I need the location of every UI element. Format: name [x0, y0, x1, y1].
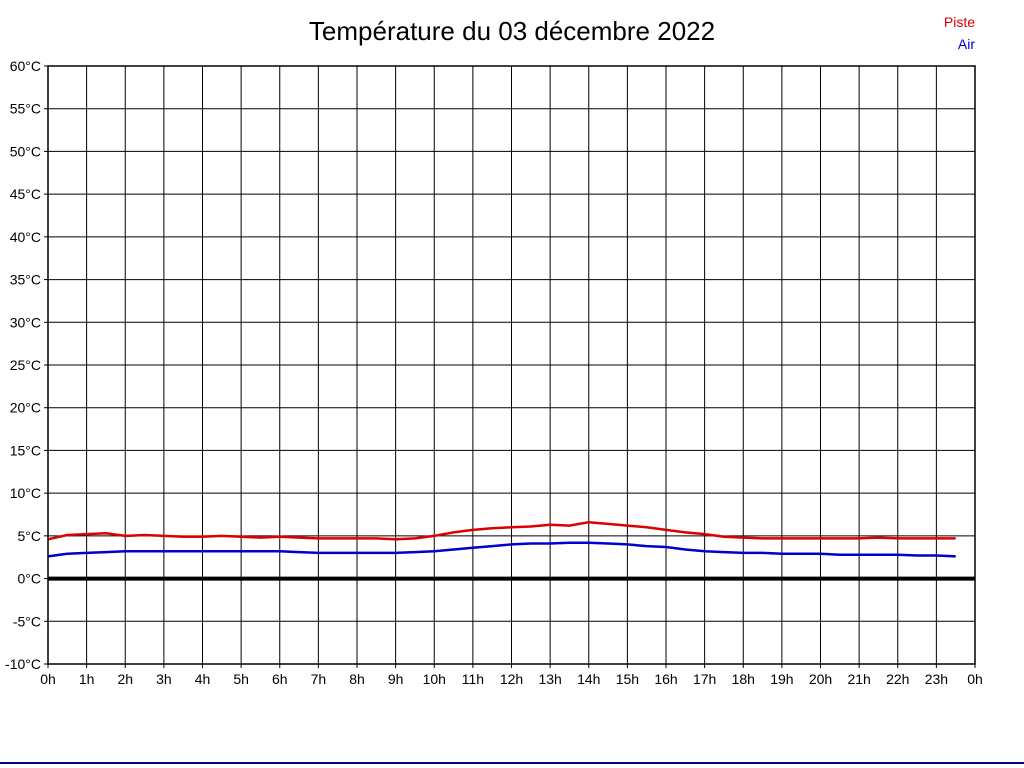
x-tick-label: 7h — [311, 671, 327, 687]
y-tick-label: 10°C — [10, 485, 41, 501]
y-tick-label: -10°C — [5, 656, 41, 672]
x-tick-label: 23h — [925, 671, 948, 687]
y-tick-label: 50°C — [10, 143, 41, 159]
x-tick-label: 19h — [770, 671, 793, 687]
x-tick-label: 0h — [967, 671, 983, 687]
x-tick-label: 13h — [538, 671, 561, 687]
x-tick-label: 14h — [577, 671, 600, 687]
plot-border — [47, 65, 976, 665]
x-tick-label: 18h — [732, 671, 755, 687]
x-tick-label: 21h — [847, 671, 870, 687]
x-tick-label: 22h — [886, 671, 909, 687]
legend-item-piste: Piste — [943, 14, 975, 30]
x-tick-label: 10h — [423, 671, 446, 687]
legend-item-air: Air — [957, 36, 975, 52]
y-tick-label: 15°C — [10, 442, 41, 458]
x-tick-label: 16h — [654, 671, 677, 687]
y-tick-label: 35°C — [10, 272, 41, 288]
x-tick-label: 9h — [388, 671, 404, 687]
y-tick-label: 60°C — [10, 58, 41, 74]
x-tick-label: 11h — [462, 671, 484, 687]
x-tick-label: 0h — [40, 671, 56, 687]
y-tick-label: 45°C — [10, 186, 41, 202]
x-tick-label: 20h — [809, 671, 832, 687]
y-tick-label: 30°C — [10, 314, 41, 330]
x-tick-label: 4h — [195, 671, 211, 687]
x-tick-label: 3h — [156, 671, 172, 687]
x-tick-label: 1h — [79, 671, 95, 687]
series-line-piste — [47, 520, 956, 541]
x-tick-label: 6h — [272, 671, 288, 687]
x-tick-label: 15h — [616, 671, 639, 687]
series-line-air — [47, 541, 956, 558]
footer-divider — [0, 762, 1024, 764]
x-tick-label: 8h — [349, 671, 365, 687]
page-title: Température du 03 décembre 2022 — [308, 16, 716, 46]
y-tick-label: 5°C — [18, 528, 42, 544]
y-tick-label: 0°C — [18, 571, 42, 587]
x-tick-label: 5h — [233, 671, 249, 687]
x-tick-label: 12h — [500, 671, 523, 687]
x-tick-label: 2h — [117, 671, 133, 687]
y-tick-label: 40°C — [10, 229, 41, 245]
y-tick-label: 25°C — [10, 357, 41, 373]
legend: Piste Air — [944, 11, 975, 55]
y-tick-label: 55°C — [10, 101, 41, 117]
y-tick-label: -5°C — [13, 613, 41, 629]
y-tick-label: 20°C — [10, 400, 41, 416]
x-tick-label: 17h — [693, 671, 716, 687]
